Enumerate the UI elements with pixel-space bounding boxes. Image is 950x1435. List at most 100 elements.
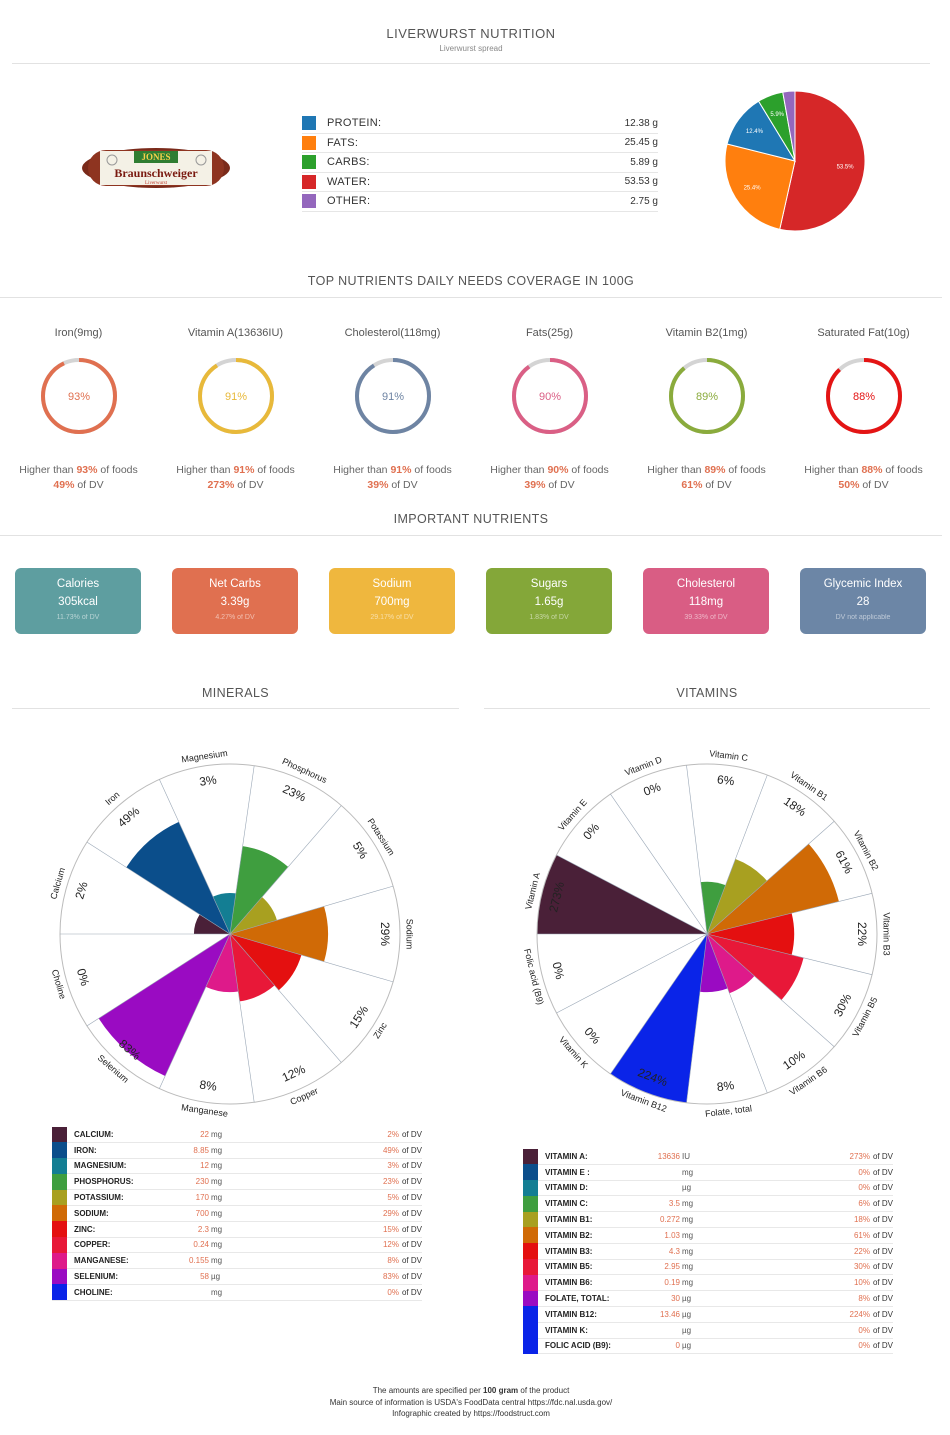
coverage-higher-than: Higher than 89% of foods <box>647 464 766 476</box>
nutrient-card-calories: Calories 305kcal 11.73% of DV <box>15 568 141 634</box>
nutrient-dv-pct: 224% <box>849 1309 870 1319</box>
macro-pie-chart: 53.5% 25.4% 12.4% 5.9% <box>720 86 870 236</box>
of-dv-label: of DV <box>872 1341 893 1351</box>
nutrient-amount: 13.46 <box>659 1309 680 1319</box>
coverage-name: Iron(9mg) <box>54 327 103 339</box>
nutrient-name: COPPER: <box>74 1240 111 1250</box>
nutrient-amount: 2.3 <box>197 1224 209 1234</box>
nutrient-name: VITAMIN B2: <box>545 1230 593 1240</box>
radial-bar-vitamin-b12 <box>610 934 707 1103</box>
of-dv-label: of DV <box>872 1230 893 1240</box>
nutrient-unit: mg <box>211 1161 223 1171</box>
macro-row: PROTEIN: 12.38 g <box>302 114 658 134</box>
coverage-item: Iron(9mg) 93% Higher than 93% of foods 49% … <box>0 320 157 491</box>
of-dv-label: of DV <box>401 1145 422 1155</box>
pie-label: 5.9% <box>770 112 784 118</box>
pie-label: 12.4% <box>746 129 764 135</box>
nutrient-unit: IU <box>682 1151 690 1161</box>
radial-bar-magnesium <box>212 892 236 934</box>
coverage-dv: 50% of DV <box>838 479 889 491</box>
card-dv: 39.33% of DV <box>684 614 728 621</box>
nutrient-name: PHOSPHORUS: <box>74 1177 134 1187</box>
nutrient-card-sugars: Sugars 1.65g 1.83% of DV <box>486 568 612 634</box>
coverage-ring: 91% <box>197 358 274 434</box>
nutrient-amount: 230 <box>195 1177 209 1187</box>
row-swatch <box>52 1252 67 1269</box>
radial-value-label: 0% <box>580 820 602 843</box>
card-value: 118mg <box>688 596 724 608</box>
of-dv-label: of DV <box>401 1193 422 1203</box>
nutrient-dv-pct: 0% <box>858 1183 870 1193</box>
nutrient-name: MANGANESE: <box>74 1256 129 1266</box>
divider <box>0 535 942 536</box>
radial-value-label: 0% <box>581 1024 603 1047</box>
table-row: FOLIC ACID (B9): 0 µg 0% of DV <box>523 1338 893 1355</box>
nutrient-dv-pct: 273% <box>849 1151 870 1161</box>
nutrient-unit: µg <box>682 1309 692 1319</box>
page-subtitle: Liverwurst spread <box>439 44 503 53</box>
of-dv-label: of DV <box>872 1309 893 1319</box>
pie-slice-water <box>779 90 866 232</box>
radial-value-label: 8% <box>199 1077 218 1093</box>
card-dv: 11.73% of DV <box>56 614 100 621</box>
minerals-title: MINERALS <box>201 686 270 700</box>
table-row: VITAMIN D: µg 0% of DV <box>523 1180 893 1197</box>
nutrient-unit: mg <box>682 1246 694 1256</box>
nutrient-name: VITAMIN C: <box>545 1199 588 1209</box>
row-swatch <box>52 1237 67 1253</box>
of-dv-label: of DV <box>872 1215 893 1225</box>
table-row: VITAMIN C: 3.5 mg 6% of DV <box>523 1195 893 1213</box>
nutrient-name: VITAMIN B12: <box>545 1309 597 1319</box>
coverage-name: Cholesterol(118mg) <box>344 327 441 339</box>
of-dv-label: of DV <box>401 1272 422 1282</box>
table-row: CALCIUM: 22 mg 2% of DV <box>52 1126 422 1143</box>
table-row: VITAMIN B6: 0.19 mg 10% of DV <box>523 1274 893 1292</box>
coverage-dv: 49% of DV <box>53 479 104 491</box>
radial-value-label: 10% <box>780 1047 808 1072</box>
coverage-dv: 39% of DV <box>524 479 575 491</box>
radial-category-label: Magnesium <box>181 748 228 765</box>
row-swatch <box>52 1173 67 1190</box>
macro-legend: PROTEIN: 12.38 g FATS: 25.45 g CARBS: 5.89 g W… <box>302 114 658 212</box>
nutrient-name: VITAMIN E : <box>545 1167 590 1177</box>
coverage-pct: 91% <box>381 391 403 403</box>
nutrient-dv-pct: 15% <box>382 1224 399 1234</box>
radial-category-label: Vitamin B5 <box>850 995 879 1038</box>
coverage-higher-than: Higher than 91% of foods <box>333 464 452 476</box>
radial-category-label: Vitamin D <box>623 754 663 777</box>
of-dv-label: of DV <box>401 1208 422 1218</box>
radial-value-label: 0% <box>642 779 663 798</box>
nutrient-name: IRON: <box>74 1145 97 1155</box>
nutrient-dv-pct: 10% <box>853 1278 870 1288</box>
radial-value-label: 6% <box>716 772 735 788</box>
of-dv-label: of DV <box>872 1151 893 1161</box>
nutrient-dv-pct: 30% <box>853 1262 870 1272</box>
table-row: MANGANESE: 0.155 mg 8% of DV <box>52 1252 422 1270</box>
radial-bar-selenium <box>98 934 231 1077</box>
coverage-dv: 61% of DV <box>681 479 732 491</box>
macro-value: 2.75 g <box>630 195 658 207</box>
card-value: 1.65g <box>534 596 564 608</box>
nutrient-dv-pct: 18% <box>853 1215 870 1225</box>
divider <box>484 708 930 709</box>
product-image: JONES Braunschweiger Liverwurst <box>80 145 232 191</box>
radial-value-label: 2% <box>72 880 90 901</box>
coverage-higher-than: Higher than 90% of foods <box>490 464 609 476</box>
nutrient-dv-pct: 0% <box>387 1287 399 1297</box>
radial-category-label: Vitamin C <box>709 748 749 763</box>
nutrient-name: CHOLINE: <box>74 1287 113 1297</box>
macro-row: CARBS: 5.89 g <box>302 153 658 173</box>
radial-value-label: 8% <box>716 1078 735 1094</box>
nutrient-dv-pct: 8% <box>858 1294 870 1304</box>
radial-value-label: 5% <box>350 839 371 861</box>
nutrient-name: SODIUM: <box>74 1208 109 1218</box>
table-row: SODIUM: 700 mg 29% of DV <box>52 1205 422 1222</box>
nutrient-dv-pct: 2% <box>387 1129 399 1139</box>
row-swatch <box>523 1322 538 1339</box>
nutrient-card-sodium: Sodium 700mg 29.17% of DV <box>329 568 455 634</box>
row-swatch <box>52 1142 67 1159</box>
minerals-table: CALCIUM: 22 mg 2% of DV IRON: 8.85 mg 49% of DV MA… <box>52 1126 422 1301</box>
nutrient-dv-pct: 23% <box>382 1177 399 1187</box>
nutrient-amount: 0.272 <box>659 1215 680 1225</box>
nutrient-unit: mg <box>211 1256 223 1266</box>
